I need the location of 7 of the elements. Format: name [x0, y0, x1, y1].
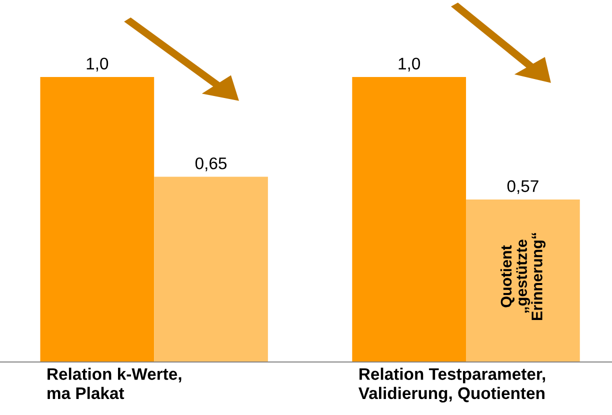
data-label: 1,0	[398, 58, 420, 72]
x-tick-label: Relation Testparameter, Validierung, Quotienten	[358, 368, 546, 402]
data-label: 0,65	[195, 157, 227, 172]
data-label: 0,57	[507, 180, 538, 194]
data-label: 1,0	[86, 58, 108, 72]
annotation: Quotient „gestützte Erinnerung“	[500, 233, 546, 320]
x-tick-label: Relation k-Werte, ma Plakat	[48, 368, 182, 400]
